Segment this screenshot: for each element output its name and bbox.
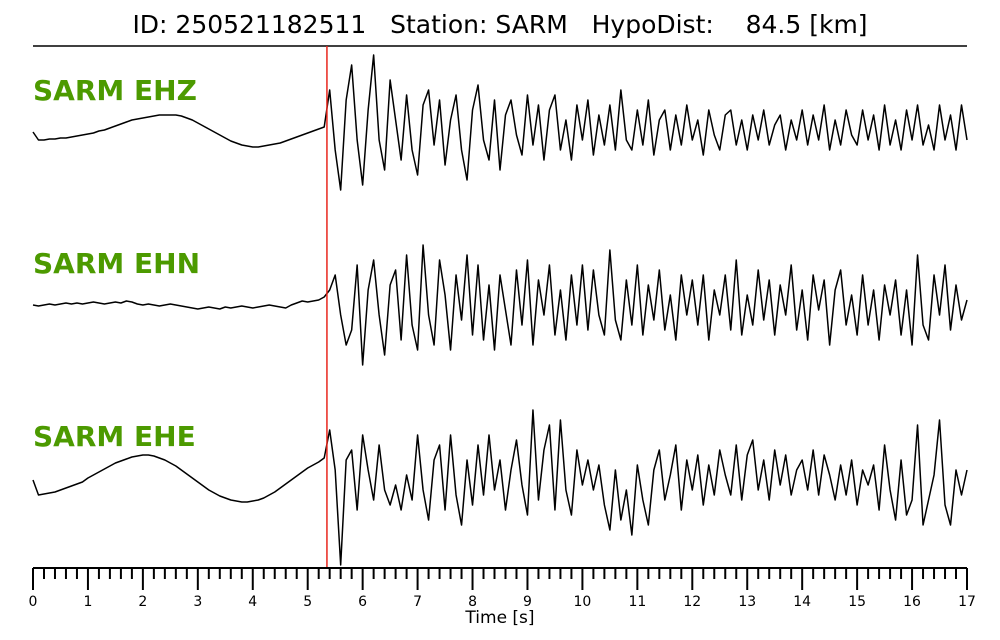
x-tick-label: 6 xyxy=(358,594,367,610)
x-tick-label: 15 xyxy=(848,594,866,610)
x-tick-label: 13 xyxy=(738,594,756,610)
x-axis-label: Time [s] xyxy=(464,608,534,628)
trace-label: SARM EHN xyxy=(33,247,200,280)
x-tick-label: 16 xyxy=(903,594,921,610)
x-tick-label: 14 xyxy=(793,594,811,610)
x-tick-label: 5 xyxy=(303,594,312,610)
x-tick-label: 7 xyxy=(413,594,422,610)
chart-title: ID: 250521182511 Station: SARM HypoDist:… xyxy=(132,10,867,39)
x-tick-label: 12 xyxy=(683,594,701,610)
x-tick-label: 17 xyxy=(958,594,976,610)
x-tick-label: 2 xyxy=(138,594,147,610)
x-tick-label: 9 xyxy=(523,594,532,610)
x-tick-label: 0 xyxy=(29,594,38,610)
trace-label: SARM EHZ xyxy=(33,74,197,107)
x-tick-label: 11 xyxy=(628,594,646,610)
x-tick-label: 1 xyxy=(83,594,92,610)
x-tick-label: 4 xyxy=(248,594,257,610)
x-tick-label: 3 xyxy=(193,594,202,610)
x-tick-label: 10 xyxy=(573,594,591,610)
waveform xyxy=(32,244,968,366)
trace-label: SARM EHE xyxy=(33,420,196,453)
x-tick-label: 8 xyxy=(468,594,477,610)
waveform xyxy=(32,409,968,566)
waveform xyxy=(32,54,968,191)
